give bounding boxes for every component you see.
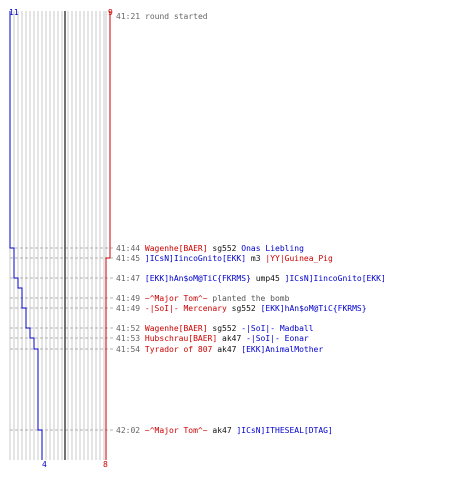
event-row: 41:53 Hubschrau[BAER] ak47 -|SoI|- Eonar — [116, 334, 309, 343]
event-weapon: m3 — [251, 254, 261, 263]
event-victim: Onas Liebling — [241, 244, 304, 253]
event-actor: Wagenhe[BAER] — [145, 244, 208, 253]
event-weapon: ak47 — [222, 334, 241, 343]
event-row: 41:49 ~^Major Tom^~ planted the bomb — [116, 294, 290, 303]
event-time: 41:54 — [116, 345, 140, 354]
event-actor: Tyrador of 807 — [145, 345, 213, 354]
event-row: 41:47 [EKK]hAn$oM@TiC{FKRMS} ump45 ]ICsN… — [116, 274, 386, 283]
event-victim: [EKK]AnimalMother — [241, 345, 323, 354]
event-actor: ~^Major Tom^~ — [145, 426, 208, 435]
blue-start-count: 11 — [9, 8, 19, 17]
event-actor: ~^Major Tom^~ — [145, 294, 208, 303]
event-weapon: ak47 — [217, 345, 236, 354]
round-start-time: 41:21 — [116, 12, 140, 21]
event-victim: -|SoI|- Madball — [241, 324, 313, 333]
event-weapon: ak47 — [212, 426, 231, 435]
event-time: 41:47 — [116, 274, 140, 283]
event-weapon: sg552 — [212, 324, 236, 333]
event-row: 41:54 Tyrador of 807 ak47 [EKK]AnimalMot… — [116, 345, 323, 354]
event-weapon: ump45 — [256, 274, 280, 283]
event-time: 42:02 — [116, 426, 140, 435]
event-note: planted the bomb — [212, 294, 289, 303]
event-victim: |YY|Guinea_Pig — [265, 254, 333, 263]
event-row: 41:44 Wagenhe[BAER] sg552 Onas Liebling — [116, 244, 304, 253]
event-row: 41:45 ]ICsN]IincoGnito[EKK] m3 |YY|Guine… — [116, 254, 333, 263]
red-end-count: 8 — [103, 460, 108, 469]
round-start-text: round started — [145, 12, 208, 21]
event-time: 41:53 — [116, 334, 140, 343]
event-time: 41:45 — [116, 254, 140, 263]
event-row: 42:02 ~^Major Tom^~ ak47 ]ICsN]ITHESEAL[… — [116, 426, 333, 435]
event-victim: [EKK]hAn$oM@TiC{FKRMS} — [261, 304, 367, 313]
event-weapon: sg552 — [232, 304, 256, 313]
timeline-grid — [9, 11, 107, 460]
event-actor: ]ICsN]IincoGnito[EKK] — [145, 254, 246, 263]
event-weapon: sg552 — [212, 244, 236, 253]
event-time: 41:52 — [116, 324, 140, 333]
event-row: 41:52 Wagenhe[BAER] sg552 -|SoI|- Madbal… — [116, 324, 314, 333]
round-start-entry: 41:21 round started — [116, 12, 208, 21]
event-row: 41:49 -|SoI|- Mercenary sg552 [EKK]hAn$o… — [116, 304, 367, 313]
event-actor: -|SoI|- Mercenary — [145, 304, 227, 313]
event-time: 41:44 — [116, 244, 140, 253]
blue-end-count: 4 — [42, 460, 47, 469]
event-actor: Hubschrau[BAER] — [145, 334, 217, 343]
event-victim: ]ICsN]IincoGnito[EKK] — [285, 274, 386, 283]
blue-team-alive-line — [9, 11, 43, 460]
event-actor: Wagenhe[BAER] — [145, 324, 208, 333]
event-victim: ]ICsN]ITHESEAL[DTAG] — [236, 426, 332, 435]
red-start-count: 9 — [108, 8, 113, 17]
event-victim: -|SoI|- Eonar — [246, 334, 309, 343]
event-log: 41:44 Wagenhe[BAER] sg552 Onas Liebling4… — [116, 244, 386, 435]
event-time: 41:49 — [116, 294, 140, 303]
event-actor: [EKK]hAn$oM@TiC{FKRMS} — [145, 274, 251, 283]
event-time: 41:49 — [116, 304, 140, 313]
red-team-alive-line — [105, 11, 111, 460]
